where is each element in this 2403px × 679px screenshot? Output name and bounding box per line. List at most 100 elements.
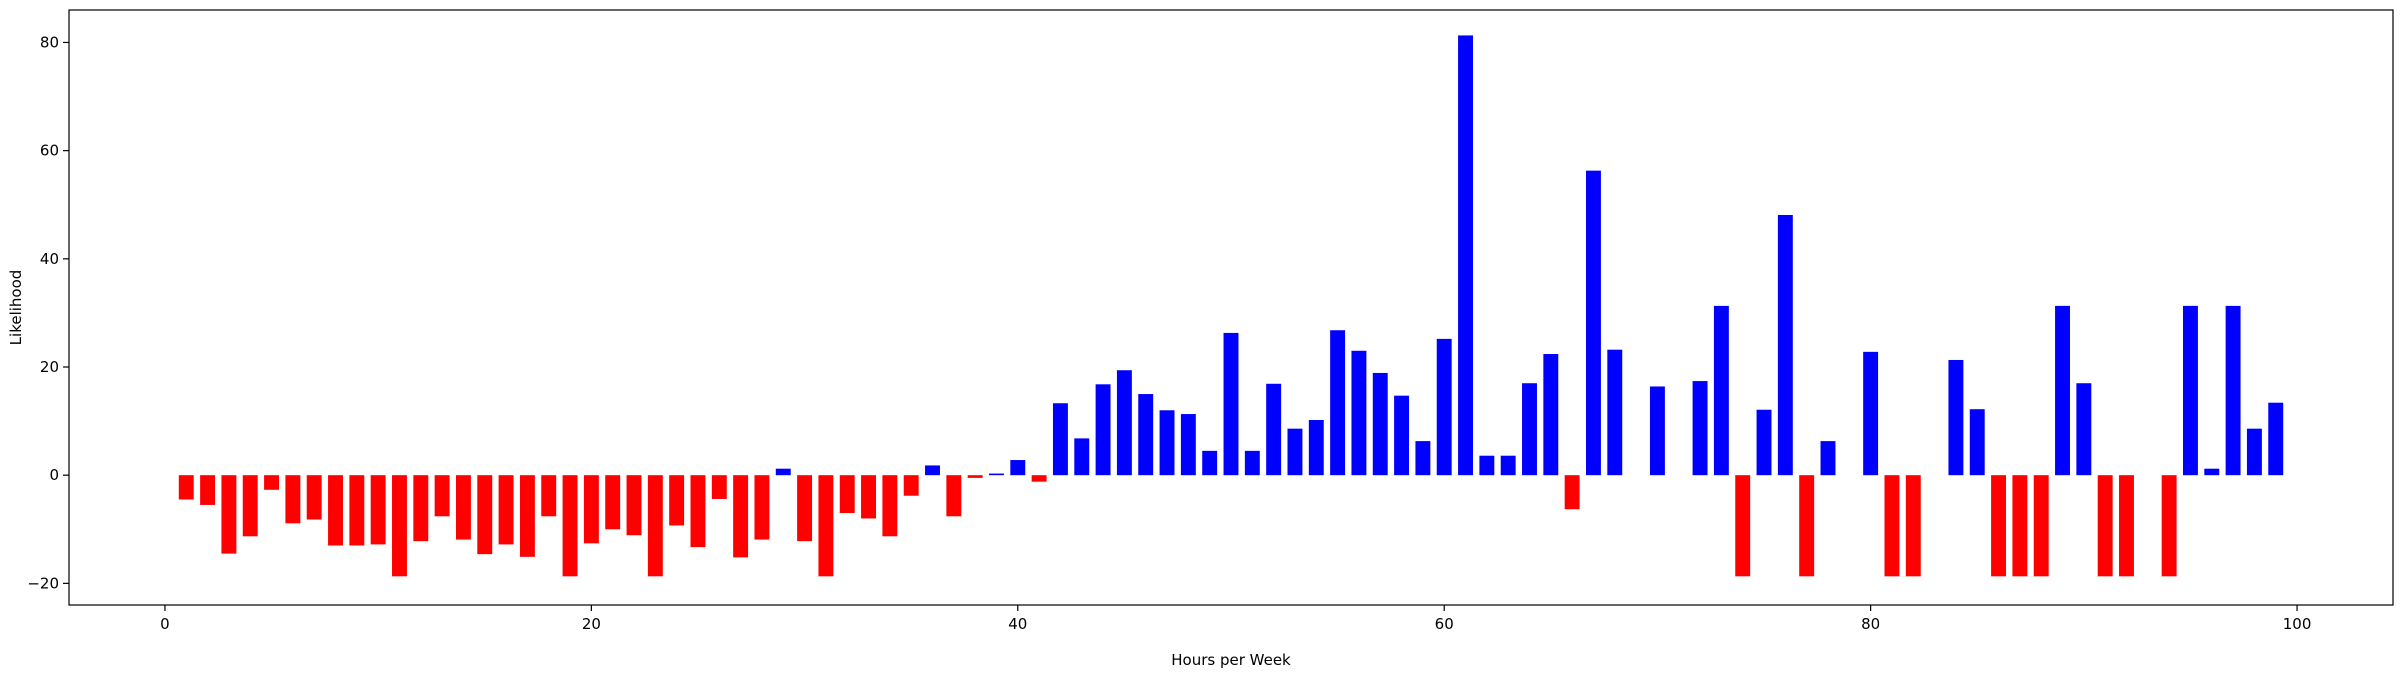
bar	[1287, 428, 1303, 476]
bar	[2076, 383, 2092, 476]
bar	[541, 475, 557, 517]
bar	[2119, 475, 2134, 577]
bar	[413, 475, 429, 542]
bar	[605, 475, 621, 530]
bar	[1777, 215, 1793, 476]
x-tick-label: 0	[160, 615, 170, 633]
bar	[861, 475, 877, 519]
bar	[754, 475, 770, 540]
bar	[1394, 395, 1410, 476]
bar	[711, 475, 727, 499]
bar	[1351, 350, 1367, 476]
bar	[797, 475, 813, 542]
bar	[1458, 35, 1473, 476]
bar	[178, 475, 194, 500]
bar	[1649, 386, 1665, 476]
bar	[1479, 455, 1495, 476]
bar	[946, 475, 962, 517]
bar	[1180, 414, 1196, 476]
bar	[1884, 475, 1900, 577]
x-tick-label: 20	[582, 615, 601, 633]
y-tick-label: 20	[40, 358, 59, 376]
bar	[2246, 428, 2262, 476]
bar	[2012, 475, 2028, 577]
bar	[1500, 455, 1516, 476]
bar	[1159, 410, 1175, 476]
x-axis-label: Hours per Week	[1171, 651, 1291, 669]
bars-group	[178, 35, 2284, 577]
bar	[1308, 420, 1324, 476]
bar	[1756, 409, 1772, 476]
bar	[839, 475, 855, 514]
x-tick-label: 40	[1008, 615, 1027, 633]
bar	[455, 475, 471, 540]
bar	[1585, 170, 1601, 476]
bar	[1266, 383, 1282, 476]
bar	[1543, 354, 1559, 476]
bar	[626, 475, 642, 536]
bar	[306, 475, 322, 520]
bar	[328, 475, 343, 546]
bar	[1372, 372, 1388, 476]
bar	[2097, 475, 2113, 577]
bar	[669, 475, 685, 526]
bar	[1436, 338, 1452, 476]
bar	[349, 475, 365, 546]
x-axis-ticks: 0 20 40 60 80 100	[160, 605, 2311, 633]
bar	[285, 475, 301, 524]
bar	[733, 475, 749, 558]
bar	[1031, 475, 1047, 482]
bar	[583, 475, 599, 544]
bar	[967, 475, 983, 478]
bar	[242, 475, 258, 537]
bar	[498, 475, 514, 545]
bar	[989, 473, 1004, 476]
bar	[264, 475, 280, 490]
bar	[1074, 438, 1090, 476]
bar	[1223, 332, 1239, 476]
bar	[370, 475, 386, 545]
bar	[1863, 351, 1879, 476]
bar	[647, 475, 663, 577]
x-tick-label: 100	[2283, 615, 2312, 633]
bar	[2161, 475, 2177, 577]
bar	[1713, 305, 1729, 476]
bar	[1991, 475, 2007, 577]
bar	[2204, 468, 2220, 476]
bar	[1244, 450, 1260, 476]
bar	[519, 475, 535, 557]
bar	[1522, 383, 1537, 476]
bar	[1202, 450, 1218, 476]
bar	[1820, 441, 1836, 476]
bar	[1415, 441, 1431, 476]
bar	[392, 475, 407, 577]
bar	[1052, 403, 1068, 476]
x-tick-label: 80	[1861, 615, 1880, 633]
bar	[2055, 305, 2070, 476]
bar	[1799, 475, 1815, 577]
y-axis-label: Likelihood	[7, 270, 25, 346]
bar	[1116, 370, 1132, 476]
bar	[903, 475, 919, 496]
bar	[1735, 475, 1751, 577]
y-axis-ticks: −20 0 20 40 60 80	[27, 33, 69, 592]
bar	[221, 475, 237, 554]
y-tick-label: −20	[27, 574, 59, 592]
y-tick-label: 0	[49, 466, 59, 484]
bar	[477, 475, 493, 555]
bar	[200, 475, 216, 505]
bar	[1692, 381, 1708, 476]
y-tick-label: 80	[40, 33, 59, 51]
bar	[434, 475, 450, 517]
bar	[1330, 330, 1346, 476]
bar	[775, 468, 791, 476]
y-tick-label: 40	[40, 250, 59, 268]
x-tick-label: 60	[1435, 615, 1454, 633]
bar	[925, 465, 940, 476]
bar	[1138, 394, 1154, 476]
bar	[562, 475, 578, 577]
bar	[1564, 475, 1580, 510]
bar	[2182, 305, 2198, 476]
bar	[1607, 349, 1623, 476]
